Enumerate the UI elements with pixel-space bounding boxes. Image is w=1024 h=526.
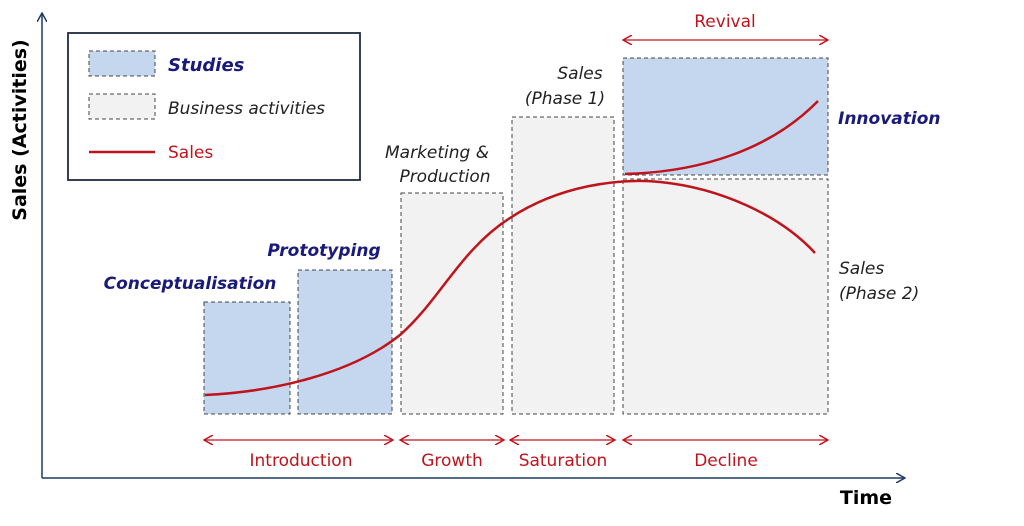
marketing-production-box: [400, 192, 504, 415]
y-axis-label: Sales (Activities): [9, 39, 31, 220]
x-axis-label: Time: [840, 487, 892, 509]
saturation-label: Saturation: [519, 451, 608, 471]
sales-phase1-box: [511, 116, 615, 415]
conceptualisation-label: Conceptualisation: [104, 274, 277, 294]
sales-phase2-line1: Sales: [839, 259, 884, 279]
legend-studies-swatch: [88, 50, 156, 77]
legend: Studies Business activities Sales: [67, 32, 361, 181]
sales-revival-curve: [624, 100, 819, 176]
legend-sales-label: Sales: [168, 143, 213, 163]
innovation-box: [622, 57, 829, 176]
legend-business-label: Business activities: [168, 99, 325, 119]
sales-phase1-line2: (Phase 1): [525, 89, 605, 109]
prototyping-label: Prototyping: [267, 241, 380, 261]
prototyping-box: [297, 269, 393, 415]
revival-label: Revival: [694, 12, 756, 32]
conceptualisation-box: [203, 301, 291, 415]
introduction-label: Introduction: [250, 451, 353, 471]
marketing-label-line1: Marketing &: [385, 143, 489, 163]
legend-business-swatch: [88, 93, 156, 120]
decline-label: Decline: [694, 451, 758, 471]
innovation-label: Innovation: [838, 109, 941, 129]
growth-label: Growth: [421, 451, 483, 471]
legend-studies-label: Studies: [168, 55, 245, 76]
sales-curve: [204, 179, 816, 397]
sales-phase2-box: [622, 178, 829, 415]
sales-phase2-line2: (Phase 2): [839, 284, 919, 304]
marketing-label-line2: Production: [399, 167, 490, 187]
sales-phase1-line1: Sales: [557, 64, 602, 84]
